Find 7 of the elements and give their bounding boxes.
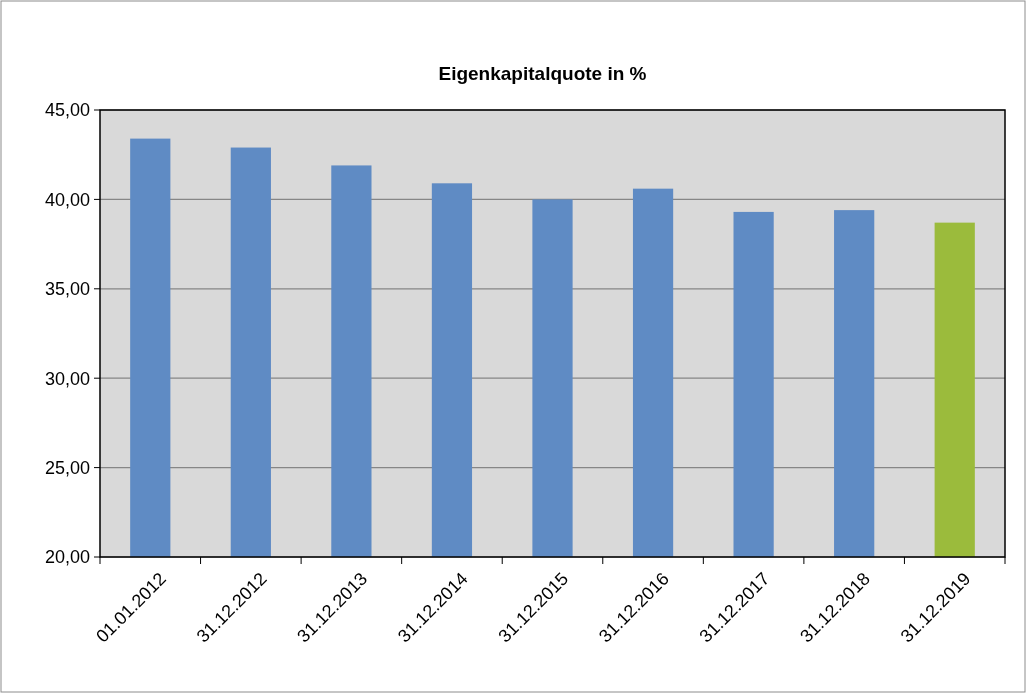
y-tick-label: 45,00 [44, 100, 90, 121]
chart-title: Eigenkapitalquote in % [438, 63, 647, 84]
y-tick-label: 30,00 [44, 368, 90, 389]
y-tick-label: 35,00 [44, 279, 90, 300]
y-tick-label: 25,00 [44, 457, 90, 478]
y-tick-label: 20,00 [44, 547, 90, 568]
y-tick-label: 40,00 [44, 189, 90, 210]
